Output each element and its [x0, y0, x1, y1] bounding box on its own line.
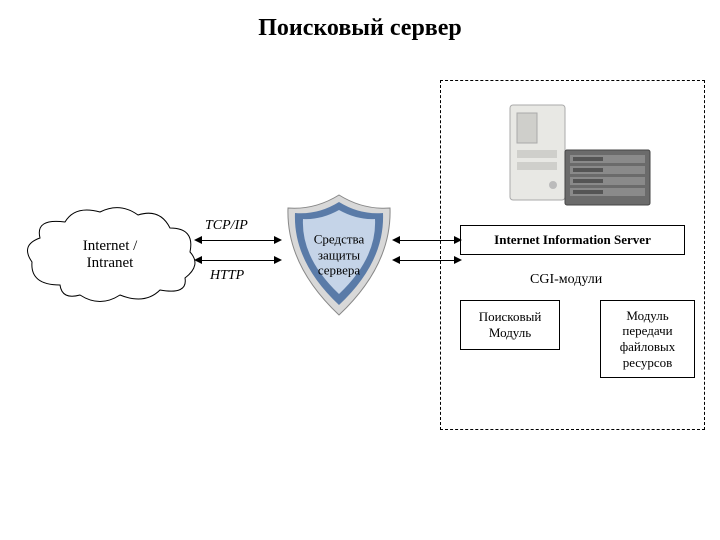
files-module-line4: ресурсов: [620, 355, 676, 371]
search-module-line2: Модуль: [479, 325, 542, 341]
shield-label-line1: Средства: [278, 232, 400, 248]
cloud-label-line1: Internet /: [20, 238, 200, 255]
shield-label-line3: сервера: [278, 263, 400, 279]
cloud-label: Internet / Intranet: [20, 238, 200, 272]
arrow-head: [194, 236, 202, 244]
diagram-title: Поисковый сервер: [0, 15, 720, 42]
arrow-shield-iis-bottom: [398, 260, 456, 261]
shield-label-line2: защиты: [278, 247, 400, 263]
files-module-line2: передачи: [620, 323, 676, 339]
cloud-label-line2: Intranet: [20, 255, 200, 272]
search-module-line1: Поисковый: [479, 309, 542, 325]
servers-image: [495, 95, 655, 215]
servers-icon: [495, 95, 655, 215]
files-module-line3: файловых: [620, 339, 676, 355]
arrow-head: [454, 256, 462, 264]
iis-box-text: Internet Information Server: [494, 232, 651, 248]
search-module-box: Поисковый Модуль: [460, 300, 560, 350]
files-module-box: Модуль передачи файловых ресурсов: [600, 300, 695, 378]
cloud-internet: Internet / Intranet: [20, 200, 200, 310]
arrow-shield-iis-top: [398, 240, 456, 241]
arrow-head: [194, 256, 202, 264]
shield-security: Средства защиты сервера: [278, 190, 400, 320]
tcpip-label: TCP/IP: [205, 218, 248, 234]
iis-box: Internet Information Server: [460, 225, 685, 255]
files-module-line1: Модуль: [620, 308, 676, 324]
cgi-label: CGI-модули: [530, 272, 602, 288]
shield-label: Средства защиты сервера: [278, 232, 400, 279]
http-label: HTTP: [210, 268, 244, 284]
arrow-cloud-shield-top: [200, 240, 276, 241]
arrow-cloud-shield-bottom: [200, 260, 276, 261]
